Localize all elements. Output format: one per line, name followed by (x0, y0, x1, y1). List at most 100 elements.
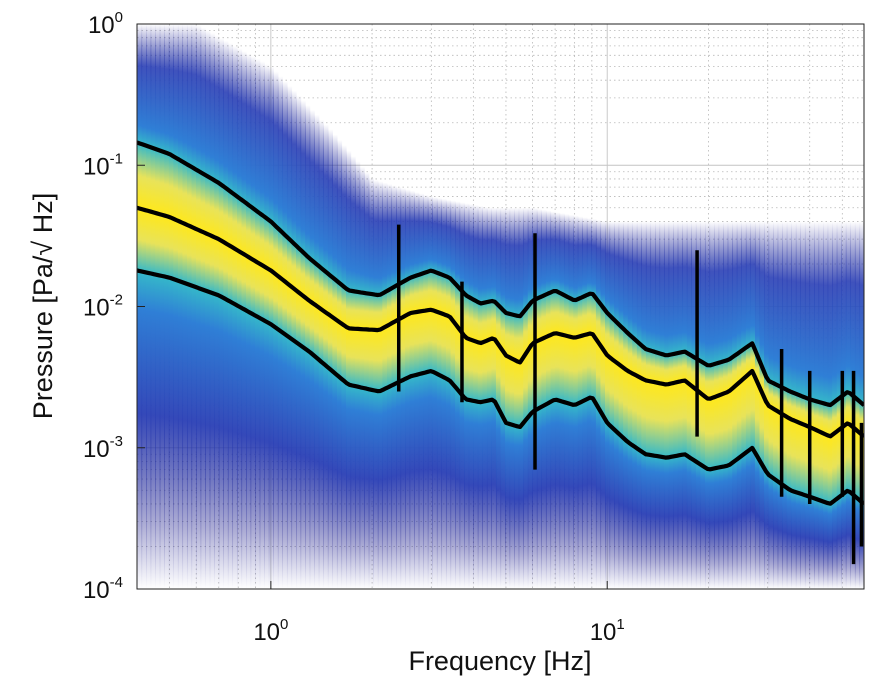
density-strip (809, 221, 815, 589)
density-strip (314, 114, 320, 589)
density-strip (355, 161, 361, 589)
density-strip (586, 218, 592, 589)
density-strip (218, 38, 224, 589)
density-strip (664, 221, 670, 589)
density-strip (750, 221, 756, 589)
density-strip (814, 221, 820, 589)
density-strip (164, 24, 170, 589)
density-strip (654, 221, 661, 589)
density-strip (236, 48, 243, 589)
density-strip (382, 182, 388, 589)
density-strip (614, 221, 620, 589)
density-strip (259, 61, 265, 589)
density-strip (509, 207, 515, 589)
density-strip (436, 198, 443, 589)
density-strip (182, 24, 188, 589)
density-strip (700, 221, 706, 589)
density-strip (741, 221, 747, 589)
density-strip (791, 221, 797, 589)
density-strip (246, 53, 252, 589)
density-strip (227, 43, 234, 589)
density-strip (686, 221, 692, 589)
series-line-lower-percentile (137, 268, 864, 506)
density-strip (673, 221, 679, 589)
density-strip (795, 221, 801, 589)
density-strip (800, 221, 806, 589)
y-tick-label: 10-3 (83, 433, 123, 463)
density-strip (155, 24, 161, 589)
density-strip (523, 207, 529, 589)
y-tick-label: 10-2 (83, 292, 123, 322)
density-strip (736, 221, 742, 589)
density-strip (418, 193, 424, 589)
density-strip (359, 166, 365, 589)
y-tick-label: 10-1 (83, 150, 123, 180)
density-strip (568, 214, 574, 589)
percentile-curves (137, 140, 864, 506)
density-strip (350, 156, 356, 589)
density-strip (414, 192, 420, 589)
density-strip (632, 221, 638, 589)
density-strip (200, 27, 206, 589)
density-strip (346, 150, 352, 589)
density-strip (545, 210, 552, 589)
density-strip (464, 203, 470, 589)
density-strip (341, 145, 347, 589)
density-strip (309, 109, 315, 589)
density-strip (527, 207, 533, 589)
density-strip (450, 200, 456, 589)
density-strip (364, 172, 370, 589)
density-strip (173, 24, 179, 589)
density-strip (836, 221, 842, 589)
density-strip (268, 66, 274, 589)
density-strip (214, 35, 220, 589)
density-strip (336, 139, 343, 589)
y-tick-label: 100 (88, 9, 123, 39)
density-strip (191, 24, 197, 589)
density-strip (391, 185, 397, 589)
density-strip (536, 208, 542, 589)
density-strip (618, 221, 624, 589)
density-strip (323, 124, 329, 589)
density-strip (377, 181, 383, 589)
density-strip (691, 221, 697, 589)
density-strip (677, 221, 683, 589)
density-strip (205, 30, 211, 589)
density-strip (423, 194, 429, 589)
density-strip (305, 105, 311, 589)
density-strip (623, 221, 629, 589)
density-strip (682, 221, 688, 589)
series-line-median (137, 205, 864, 439)
density-strip (332, 134, 338, 589)
density-strip (405, 189, 411, 589)
density-strip (668, 221, 674, 589)
density-strip (609, 221, 615, 589)
density-strip (541, 209, 547, 589)
density-strip (605, 221, 611, 589)
density-strip (641, 221, 647, 589)
density-strip (759, 221, 765, 589)
density-strip (432, 197, 438, 589)
density-strip (146, 24, 152, 589)
density-strip (177, 24, 184, 589)
density-strip (495, 207, 502, 589)
series-line-upper-percentile (137, 140, 864, 408)
density-strip (832, 221, 838, 589)
y-tick-label: 10-4 (83, 574, 123, 604)
density-strip (427, 196, 433, 589)
density-strip (250, 56, 256, 589)
density-strip (714, 221, 720, 589)
density-strip (232, 45, 238, 589)
density-strip (704, 221, 711, 589)
density-strip (241, 51, 247, 589)
spike-lines (396, 224, 864, 565)
density-strip (582, 217, 588, 589)
density-strip (718, 221, 724, 589)
density-strip (327, 129, 333, 589)
density-strip (500, 207, 506, 589)
density-strip (786, 221, 792, 589)
density-strip (845, 221, 851, 589)
density-strip (650, 221, 656, 589)
density-strip (477, 205, 483, 589)
